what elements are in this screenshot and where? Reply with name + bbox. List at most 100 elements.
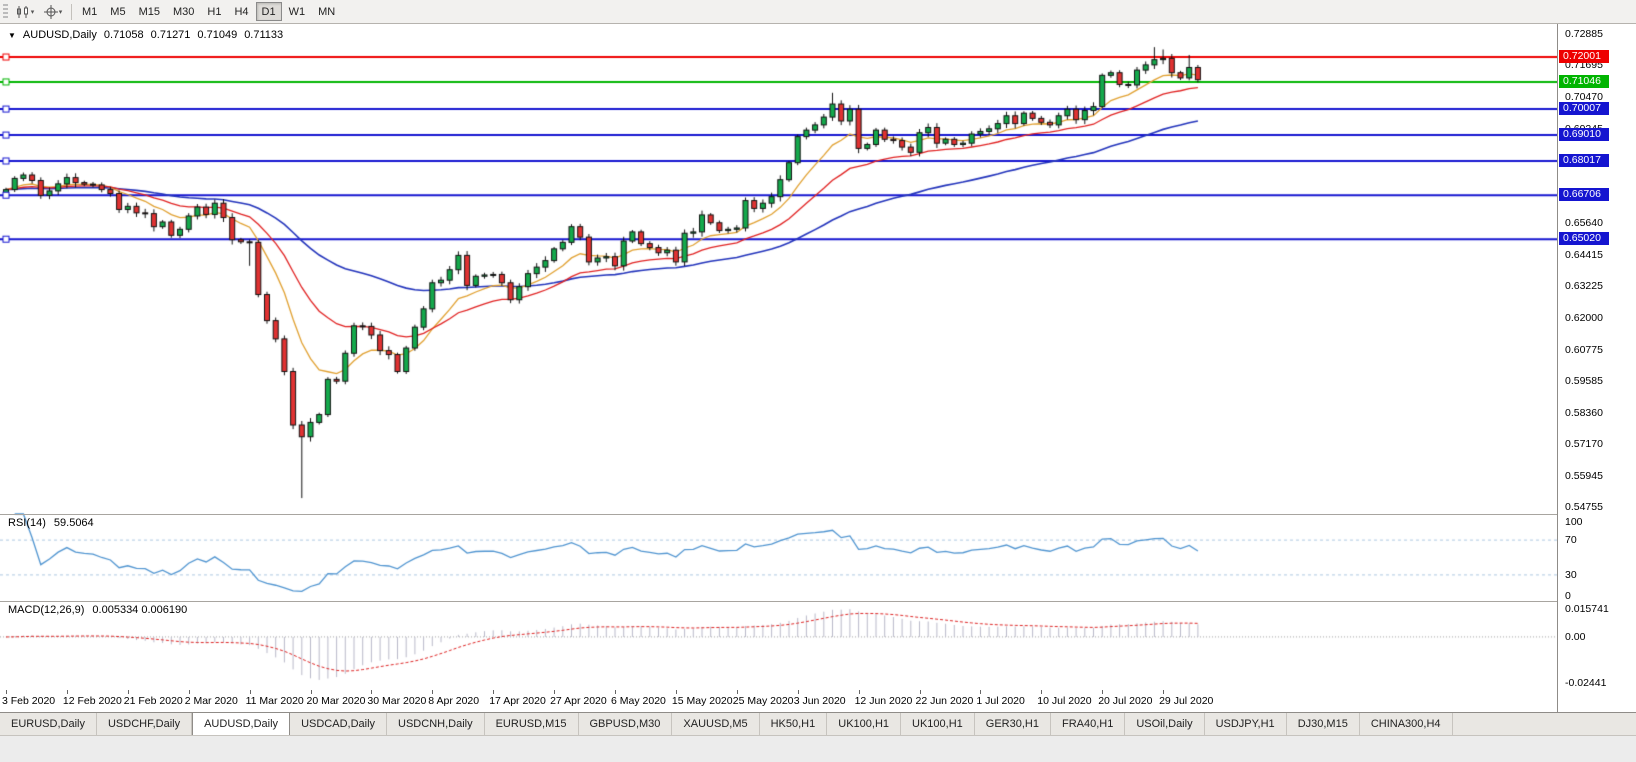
time-axis-label: 8 Apr 2020 xyxy=(428,695,480,707)
price-axis-label: 0.70470 xyxy=(1565,90,1603,103)
status-bar xyxy=(0,735,1636,762)
time-axis-label: 21 Feb 2020 xyxy=(123,695,183,707)
tab-eurusd-daily[interactable]: EURUSD,Daily xyxy=(0,713,97,735)
price-axis-label: 0.60775 xyxy=(1565,343,1603,356)
ohlc-open: 0.71058 xyxy=(103,29,144,41)
time-axis-tick xyxy=(310,690,312,694)
price-level-badge: 0.71046 xyxy=(1559,74,1609,88)
timeframe-m15-button[interactable]: M15 xyxy=(138,5,160,18)
price-axis-label: 0.55945 xyxy=(1565,470,1603,483)
time-axis-label: 20 Jul 2020 xyxy=(1098,695,1153,707)
time-axis-tick xyxy=(1102,690,1104,694)
macd-axis-label: 0.00 xyxy=(1565,630,1586,643)
time-axis-tick xyxy=(675,690,677,694)
timeframe-d1-button[interactable]: D1 xyxy=(255,2,282,21)
ohlc-close: 0.71133 xyxy=(244,29,284,41)
time-axis-tick xyxy=(980,690,982,694)
time-axis-tick xyxy=(127,690,129,694)
crosshair-button[interactable]: ▾ xyxy=(39,2,67,22)
price-axis-label: 0.59585 xyxy=(1565,375,1603,388)
candlestick-icon xyxy=(16,5,28,18)
time-axis-tick xyxy=(615,690,616,694)
price-axis-label: 0.65640 xyxy=(1565,217,1603,230)
price-level-badge: 0.70007 xyxy=(1559,102,1609,116)
tab-audusd-daily[interactable]: AUDUSD,Daily xyxy=(192,713,291,735)
time-axis-tick xyxy=(371,690,373,694)
macd-label: MACD(12,26,9) 0.005334 0.006190 xyxy=(8,604,187,616)
price-axis[interactable]: 0.728850.716950.704700.692450.680200.668… xyxy=(1557,24,1636,712)
tab-eurusd-m15[interactable]: EURUSD,M15 xyxy=(485,713,579,735)
tab-usdcnh-daily[interactable]: USDCNH,Daily xyxy=(387,713,485,735)
rsi-name: RSI(14) xyxy=(8,517,46,529)
timeframe-m5-button[interactable]: M5 xyxy=(110,5,126,18)
time-axis-label: 10 Jul 2020 xyxy=(1037,695,1092,707)
tab-uk100-h1[interactable]: UK100,H1 xyxy=(827,713,902,735)
time-axis-tick xyxy=(249,690,251,694)
timeframe-m30-button[interactable]: M30 xyxy=(172,5,195,18)
tab-dj30-m15[interactable]: DJ30,M15 xyxy=(1287,713,1360,735)
pane-separator[interactable] xyxy=(0,514,1636,515)
time-axis-label: 12 Jun 2020 xyxy=(854,695,913,707)
pane-separator[interactable] xyxy=(0,601,1636,602)
time-axis-tick xyxy=(188,690,190,694)
price-level-badge: 0.69010 xyxy=(1559,128,1609,142)
tab-bar: EURUSD,Daily USDCHF,Daily AUDUSD,Daily USDC… xyxy=(0,712,1636,735)
chart-symbol: AUDUSD,Daily xyxy=(22,29,97,41)
rsi-axis-label: 70 xyxy=(1565,534,1577,547)
price-axis-label: 0.62000 xyxy=(1565,312,1603,325)
crosshair-icon xyxy=(43,4,58,19)
timeframe-h4-button[interactable]: H4 xyxy=(234,5,249,18)
time-axis-tick xyxy=(493,690,495,694)
price-axis-label: 0.57170 xyxy=(1565,438,1603,451)
time-axis-label: 6 May 2020 xyxy=(611,695,666,707)
tab-xauusd-m5[interactable]: XAUUSD,M5 xyxy=(672,713,760,735)
tab-hk50-h1[interactable]: HK50,H1 xyxy=(760,713,828,735)
time-axis-tick xyxy=(6,690,7,694)
time-axis[interactable]: 3 Feb 2020 12 Feb 2020 21 Feb 2020 2 Mar 20… xyxy=(0,690,1557,712)
time-axis-label: 22 Jun 2020 xyxy=(915,695,974,707)
rsi-axis-label: 0 xyxy=(1565,590,1571,602)
ohlc-high: 0.71271 xyxy=(150,29,191,41)
tab-usoil-daily[interactable]: USOil,Daily xyxy=(1125,713,1205,735)
time-axis-label: 3 Feb 2020 xyxy=(2,695,56,707)
time-axis-tick xyxy=(919,690,921,694)
price-axis-label: 0.63225 xyxy=(1565,280,1603,293)
tab-china300-h4[interactable]: CHINA300,H4 xyxy=(1360,713,1453,735)
toolbar: ▾ ▾ M1 M5 M15 M30 H1 H4 D1 W1 MN xyxy=(0,0,1636,24)
rsi-label: RSI(14) 59.5064 xyxy=(8,517,94,529)
price-level-badge: 0.72001 xyxy=(1559,50,1609,64)
time-axis-label: 3 Jun 2020 xyxy=(793,695,846,707)
chevron-down-icon: ▾ xyxy=(58,8,63,16)
tab-uk100-h1[interactable]: UK100,H1 xyxy=(901,713,975,735)
rsi-value: 59.5064 xyxy=(53,517,94,529)
toolbar-grip[interactable] xyxy=(3,3,8,20)
price-axis-label: 0.54755 xyxy=(1565,501,1603,514)
time-axis-tick xyxy=(858,690,860,694)
tab-gbpusd-m30[interactable]: GBPUSD,M30 xyxy=(579,713,673,735)
time-axis-label: 2 Mar 2020 xyxy=(184,695,238,707)
time-axis-label: 12 Feb 2020 xyxy=(62,695,122,707)
toolbar-separator xyxy=(71,3,72,20)
ohlc-low: 0.71049 xyxy=(197,29,238,41)
chart-title: ▼ AUDUSD,Daily 0.71058 0.71271 0.71049 0… xyxy=(8,29,283,41)
macd-name: MACD(12,26,9) xyxy=(8,604,85,616)
time-axis-label: 17 Apr 2020 xyxy=(489,695,546,707)
tab-ger30-h1[interactable]: GER30,H1 xyxy=(975,713,1051,735)
time-axis-tick xyxy=(432,690,434,694)
timeframe-w1-button[interactable]: W1 xyxy=(288,5,306,18)
timeframe-mn-button[interactable]: MN xyxy=(318,5,336,18)
tab-usdjpy-h1[interactable]: USDJPY,H1 xyxy=(1205,713,1287,735)
rsi-axis-label: 100 xyxy=(1565,516,1583,528)
chart-type-button[interactable]: ▾ xyxy=(11,2,39,22)
timeframe-h1-button[interactable]: H1 xyxy=(207,5,222,18)
chart-dropdown-icon[interactable]: ▼ xyxy=(8,30,16,40)
macd-axis-label: -0.02441 xyxy=(1565,677,1607,689)
time-axis-label: 30 Mar 2020 xyxy=(367,695,427,707)
chart-canvas[interactable] xyxy=(0,24,1557,690)
tab-usdcad-daily[interactable]: USDCAD,Daily xyxy=(290,713,388,735)
tab-usdchf-daily[interactable]: USDCHF,Daily xyxy=(97,713,193,735)
macd-axis-label: 0.015741 xyxy=(1565,603,1609,615)
time-axis-label: 29 Jul 2020 xyxy=(1159,695,1214,707)
tab-fra40-h1[interactable]: FRA40,H1 xyxy=(1051,713,1126,735)
timeframe-m1-button[interactable]: M1 xyxy=(82,5,98,18)
